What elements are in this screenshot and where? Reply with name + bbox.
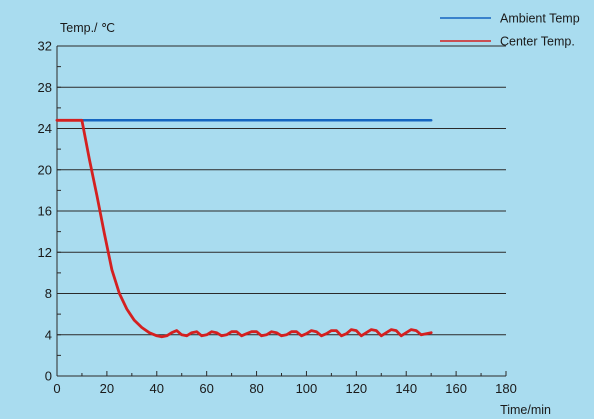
y-tick-label: 24 — [38, 121, 52, 136]
x-tick-label: 60 — [199, 381, 213, 396]
y-tick-label: 28 — [38, 80, 52, 95]
x-tick-label: 180 — [495, 381, 517, 396]
series-line-center — [55, 118, 433, 339]
y-tick-label: 20 — [38, 162, 52, 177]
legend-label: Center Temp. — [500, 35, 575, 49]
y-tick-label: 0 — [45, 369, 52, 384]
y-tick-label: 16 — [38, 204, 52, 219]
axes: 0 4 8 12 16 20 24 28 32 0 20 40 60 80 100 120 140 160 180 T… — [38, 21, 552, 417]
y-tick-label: 4 — [45, 327, 52, 342]
legend-label: Ambient Temp — [500, 12, 580, 26]
legend: Ambient Temp Center Temp. — [440, 12, 580, 49]
x-tick-label: 20 — [100, 381, 114, 396]
x-axis-title: Time/min — [500, 403, 551, 417]
gridlines — [57, 45, 506, 336]
y-tick-label: 32 — [38, 39, 52, 54]
x-tick-label: 120 — [345, 381, 367, 396]
y-axis-title: Temp./ ℃ — [60, 21, 115, 35]
x-tick-label: 100 — [296, 381, 318, 396]
y-tick-label: 12 — [38, 245, 52, 260]
x-tick-label: 0 — [53, 381, 60, 396]
x-tick-label: 140 — [395, 381, 417, 396]
x-tick-label: 160 — [445, 381, 467, 396]
series-layer — [55, 118, 433, 339]
x-tick-label: 40 — [150, 381, 164, 396]
x-tick-label: 80 — [249, 381, 263, 396]
y-tick-label: 8 — [45, 286, 52, 301]
